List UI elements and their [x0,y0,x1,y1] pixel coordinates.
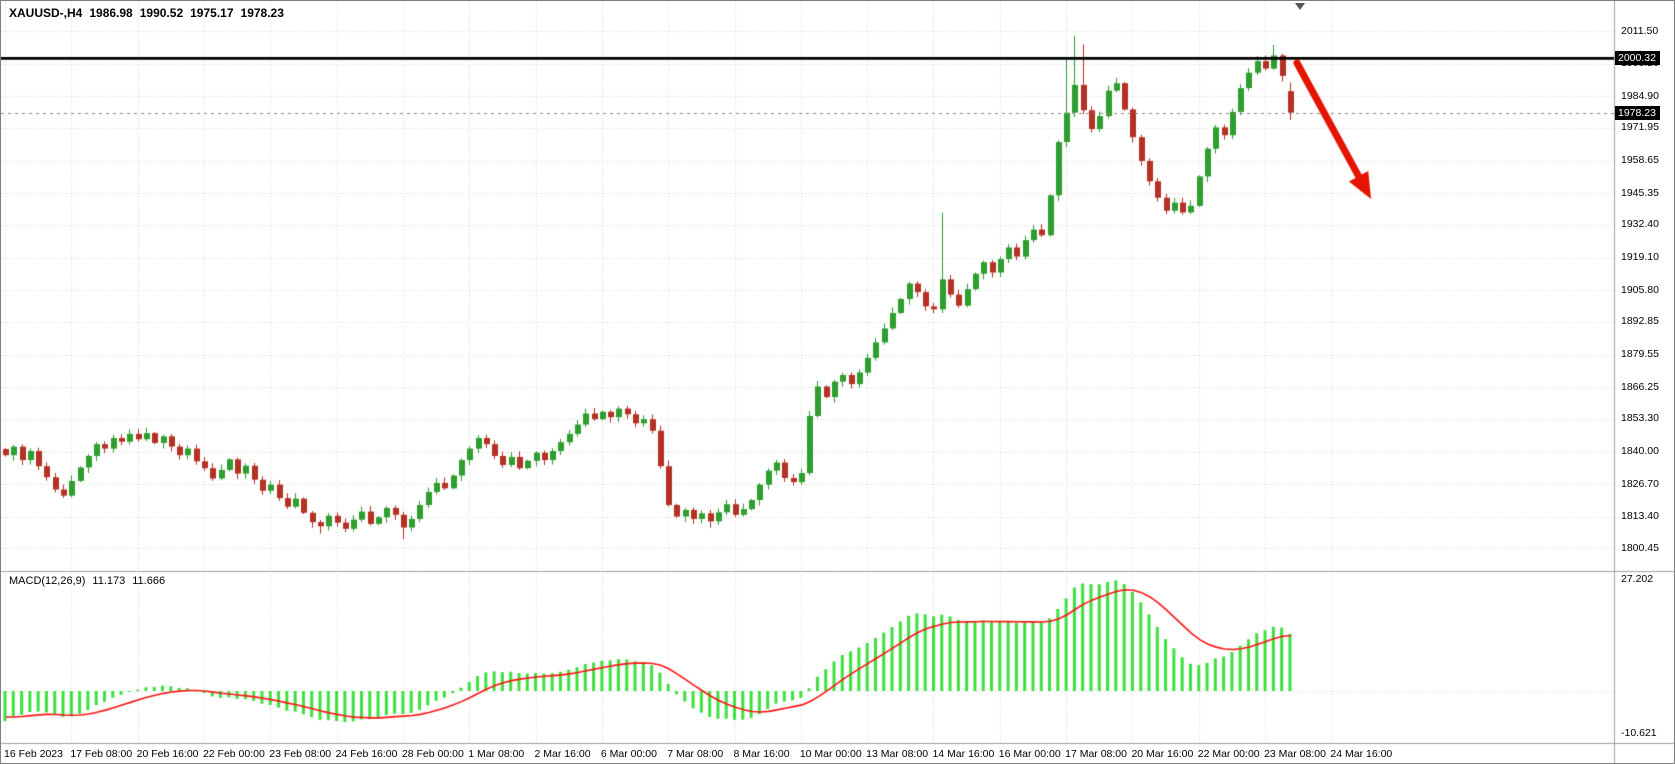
time-axis-label: 7 Mar 08:00 [667,748,724,760]
time-axis-label: 17 Mar 08:00 [1065,748,1127,760]
price-tag-current: 1978.23 [1615,105,1660,120]
ohlc-low: 1975.17 [190,6,234,20]
price-axis-label: 1945.35 [1621,186,1659,199]
time-axis-label: 23 Feb 08:00 [269,748,332,760]
price-axis-label: 1879.55 [1621,348,1659,361]
symbol-info: XAUUSD-,H4 1986.98 1990.52 1975.17 1978.23 [9,6,291,20]
time-axis-label: 13 Mar 08:00 [866,748,929,760]
ohlc-high: 1990.52 [139,6,184,20]
price-axis-label: 1853.30 [1621,412,1659,425]
price-axis-label: 1866.25 [1621,380,1659,393]
price-axis-label: 1840.00 [1621,445,1659,458]
time-axis-label: 6 Mar 00:00 [600,748,657,760]
time-axis-label: 20 Mar 16:00 [1131,748,1194,760]
time-axis-label: 24 Feb 16:00 [335,748,398,760]
price-axis-label: 1800.45 [1621,541,1659,554]
price-axis-label: 1958.65 [1621,154,1659,167]
time-axis-label: 16 Mar 00:00 [998,748,1061,760]
price-axis-label: 1813.40 [1621,510,1659,523]
time-axis-label: 8 Mar 16:00 [733,748,790,760]
price-axis-label: 1826.70 [1621,477,1659,490]
time-axis-label: 22 Mar 00:00 [1197,748,1260,760]
time-axis-label: 24 Mar 16:00 [1330,748,1393,760]
chart-shift-marker[interactable] [1295,3,1305,10]
price-axis-label: 1919.10 [1621,251,1659,264]
ohlc-open: 1986.98 [89,6,133,20]
price-axis-label: 1984.90 [1621,89,1659,102]
time-axis-label: 22 Feb 00:00 [202,748,265,760]
time-axis-label: 14 Mar 16:00 [932,748,995,760]
time-axis-label: 2 Mar 16:00 [534,748,591,760]
price-axis-label: 1971.95 [1621,121,1659,134]
macd-axis-max-label: 27.202 [1621,573,1654,586]
time-axis-label: 1 Mar 08:00 [468,748,525,760]
time-axis-label: 17 Feb 08:00 [70,748,133,760]
macd-axis-min-label: -10.621 [1621,727,1657,740]
time-axis-label: 23 Mar 08:00 [1264,748,1326,760]
macd-value-signal: 11.666 [132,575,166,587]
symbol-period-label: XAUUSD-,H4 [9,6,83,20]
price-axis-label: 1905.80 [1621,283,1659,296]
price-axis-label: 1932.40 [1621,218,1659,231]
ohlc-close: 1978.23 [240,6,284,20]
price-tag-line-level: 2000.32 [1615,51,1660,66]
time-axis-label: 28 Feb 00:00 [401,748,464,760]
price-axis-label: 1892.85 [1621,315,1659,328]
time-axis-label: 10 Mar 00:00 [799,748,862,760]
time-axis-label: 20 Feb 16:00 [136,748,199,760]
macd-value-main: 11.173 [92,575,126,587]
time-axis-label: 16 Feb 2023 [4,748,63,760]
macd-name: MACD(12,26,9) [9,575,86,587]
price-axis-label: 2011.50 [1621,24,1659,37]
macd-indicator-label: MACD(12,26,9) 11.173 11.666 [9,575,172,587]
